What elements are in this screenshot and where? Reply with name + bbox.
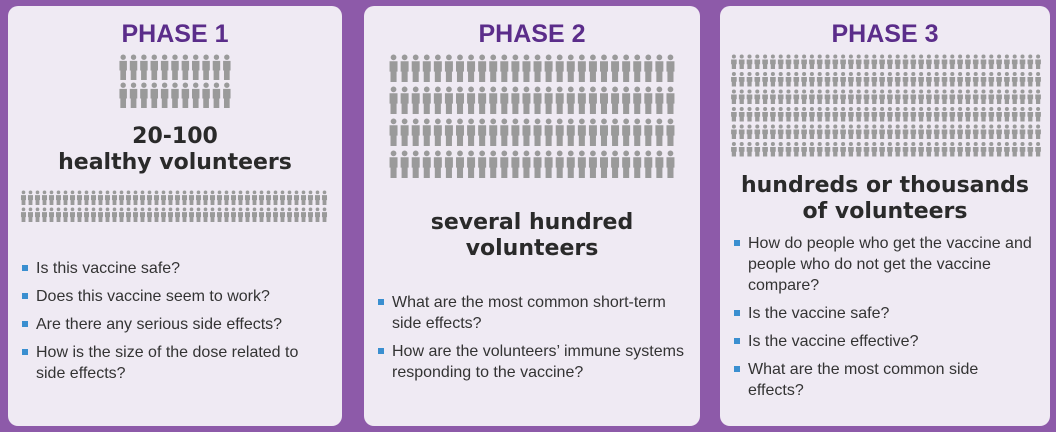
question-list: How do people who get the vaccine and pe… (734, 233, 1038, 408)
participants-line: several hundred (430, 210, 634, 235)
phase-title: PHASE 3 (831, 20, 939, 48)
question: How do people who get the vaccine and pe… (734, 233, 1038, 296)
people-icons (731, 54, 1041, 157)
question: What are the most common short-term side… (378, 292, 688, 334)
participants: several hundred volunteers (364, 210, 700, 262)
participants-line: 20-100 (132, 124, 218, 149)
question-list: Is this vaccine safe? Does this vaccine s… (22, 258, 330, 391)
question: Are there any serious side effects? (22, 314, 330, 335)
phase-title: PHASE 2 (478, 20, 586, 48)
phase-panel: PHASE 3 hundreds or thousands of volunteer… (720, 6, 1050, 426)
participants-line: healthy volunteers (58, 150, 292, 175)
participants-line: hundreds or thousands (740, 173, 1030, 198)
phase-panel: PHASE 2 several hundred volunteers What are… (364, 6, 700, 426)
participants: hundreds or thousands of volunteers (720, 173, 1050, 225)
participants-line: of volunteers (802, 199, 968, 224)
phase-title: PHASE 1 (121, 20, 229, 48)
question: Is the vaccine safe? (734, 303, 1038, 324)
question: Is this vaccine safe? (22, 258, 330, 279)
question: How are the volunteers’ immune systems r… (378, 341, 688, 383)
question: Does this vaccine seem to work? (22, 286, 330, 307)
question-list: What are the most common short-term side… (378, 292, 688, 390)
participants: 20-100 healthy volunteers (8, 124, 342, 176)
people-icons (119, 54, 231, 108)
question: How is the size of the dose related to s… (22, 342, 330, 384)
participants-line: volunteers (465, 236, 599, 261)
question: Is the vaccine effective? (734, 331, 1038, 352)
people-icons (20, 190, 328, 222)
people-icons (389, 54, 675, 178)
question: What are the most common side effects? (734, 359, 1038, 401)
